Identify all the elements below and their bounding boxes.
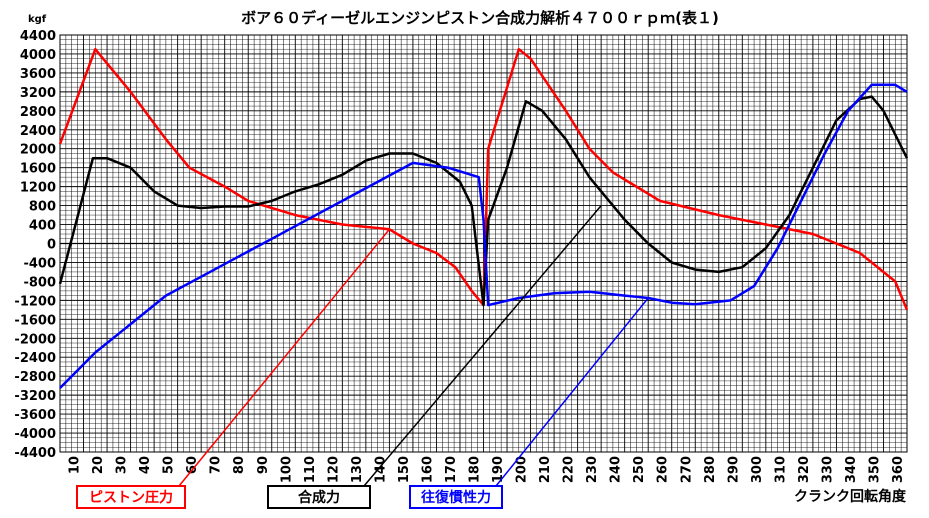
x-tick-label: 250 [632,456,647,483]
x-tick-label: 300 [750,456,765,483]
y-tick-label: -400 [23,256,56,271]
x-tick-label: 50 [162,456,177,474]
callout-label: 往復慣性力 [421,489,491,506]
series-line [59,83,908,389]
callout-box [409,485,503,509]
y-tick-label: -4400 [14,446,56,461]
y-unit-label: kgf [28,14,47,25]
x-tick-label: 10 [68,456,83,474]
x-tick-label: 70 [209,456,224,474]
y-tick-label: 4400 [20,29,56,44]
x-tick-label: 190 [491,456,506,483]
y-tick-label: 3200 [20,86,56,101]
x-tick-label: 150 [397,456,412,483]
y-tick-label: -2400 [14,351,56,366]
x-tick-label: 200 [515,456,530,483]
x-tick-label: 130 [350,456,365,483]
x-tick-label: 350 [867,456,882,483]
y-tick-labels: 4400400036003200280024002000160012008004… [14,29,56,461]
y-tick-label: -2800 [14,370,56,385]
y-tick-label: -1600 [14,313,56,328]
x-tick-label: 360 [891,456,906,483]
y-tick-label: 800 [29,200,56,215]
callout-leader [178,228,390,487]
x-tick-label: 120 [326,456,341,483]
y-tick-label: 0 [47,238,56,253]
x-tick-label: 180 [468,456,483,483]
grid [59,34,908,453]
x-tick-label: 140 [373,456,388,483]
y-tick-label: 3600 [20,67,56,82]
callout-box [76,485,186,509]
y-tick-label: 2400 [20,124,56,139]
x-tick-label: 340 [844,456,859,483]
y-tick-label: -2000 [14,332,56,347]
chart-title: ボア６０ディーゼルエンジンピストン合成力解析４７００ｒｐｍ(表１) [241,9,719,28]
y-tick-label: 1200 [20,181,56,196]
x-tick-label: 160 [420,456,435,483]
x-tick-label: 100 [279,456,294,483]
x-tick-label: 280 [703,456,718,483]
x-tick-label: 290 [726,456,741,483]
callout-box [267,485,371,509]
x-tick-label: 210 [538,456,553,483]
y-tick-label: 2000 [20,143,56,158]
x-tick-label: 320 [797,456,812,483]
x-tick-label: 40 [138,456,153,474]
series-line [58,95,909,307]
x-tick-label: 30 [115,456,130,474]
x-tick-label: 230 [585,456,600,483]
x-tick-label: 310 [773,456,788,483]
y-tick-label: -800 [23,275,56,290]
y-tick-label: 2800 [20,105,56,120]
x-tick-label: 240 [609,456,624,483]
x-tick-labels: 10 20 30 40 50 60 70 80 90 100 110 120 130 140 150 160 1… [68,456,906,483]
y-tick-label: 400 [29,219,56,234]
x-tick-label: 260 [656,456,671,483]
x-tick-label: 110 [303,456,318,483]
x-tick-label: 270 [679,456,694,483]
y-tick-label: -3600 [14,408,56,423]
x-tick-label: 20 [91,456,106,474]
callout-label: ピストン圧力 [89,489,173,506]
y-tick-label: -4000 [14,427,56,442]
y-tick-label: -3200 [14,389,56,404]
callout-leader [495,297,649,487]
x-tick-label: 90 [256,456,271,474]
series-line [58,47,909,311]
x-tick-label: 220 [562,456,577,483]
callout-leader [363,205,602,487]
x-axis-label: クランク回転角度 [794,488,907,505]
y-tick-label: 4000 [20,48,56,63]
x-tick-label: 330 [820,456,835,483]
x-tick-label: 170 [444,456,459,483]
x-tick-label: 80 [232,456,247,474]
y-tick-label: -1200 [14,294,56,309]
callouts: ピストン圧力 合成力 往復慣性力 [76,205,649,509]
y-tick-label: 1600 [20,162,56,177]
x-tick-label: 60 [185,456,200,474]
series-group [58,47,909,389]
callout-label: 合成力 [298,489,340,506]
